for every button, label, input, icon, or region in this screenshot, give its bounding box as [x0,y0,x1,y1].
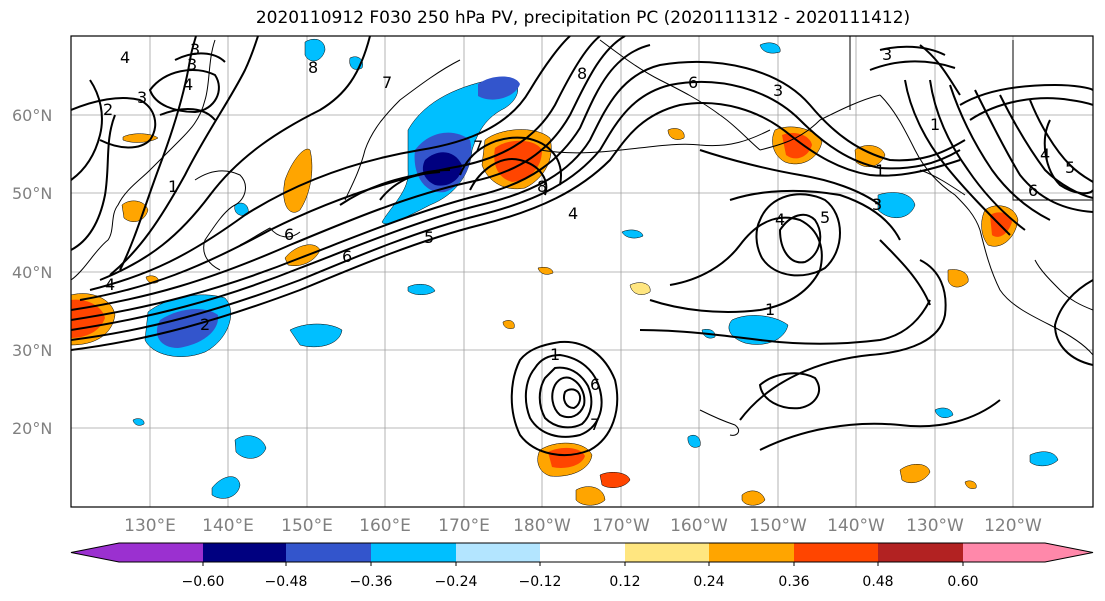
colorbar-tick-label: −0.60 [182,574,225,590]
colorbar-tick-label: 0.36 [778,574,809,590]
lon-label: 180°W [513,516,571,536]
colorbar-segment [540,543,625,562]
contour-label: 1 [168,177,178,196]
contour-label: 8 [537,177,547,196]
colorbar-tick-label: −0.24 [435,574,478,590]
colorbar-segment [625,543,709,562]
colorbar-segment [203,543,286,562]
contour-label: 1 [550,345,560,364]
contour-label: 5 [1065,158,1075,177]
lon-label: 160°E [359,516,411,536]
contour-label: 4 [775,210,785,229]
contour-label: 6 [342,247,352,266]
coastlines [71,36,1093,436]
contour-labels: 4 2 3 4 3 6 1 7 8 8 3 4 5 6 7 8 3 2 1 4 … [103,40,1075,434]
map-title: 2020110912 F030 250 hPa PV, precipitatio… [255,8,911,28]
contour-label: 4 [183,75,193,94]
lat-label: 60°N [12,106,52,125]
contour-label: 6 [688,73,698,92]
colorbar-segment [371,543,456,562]
colorbar-extend-high [963,543,1093,562]
lon-label: 170°W [592,516,650,536]
contour-label: 7 [473,137,483,156]
contour-label: 8 [577,64,587,83]
lat-label: 30°N [12,341,52,360]
contour-label: 3 [882,45,892,64]
longitude-labels: 130°E 140°E 150°E 160°E 170°E 180°W 170°… [124,516,1042,536]
colorbar-segment [794,543,878,562]
contour-label: 5 [424,228,434,247]
contour-label: 3 [872,195,882,214]
colorbar-tick-label: 0.12 [609,574,640,590]
contour-label: 4 [568,204,578,223]
lon-label: 150°E [281,516,333,536]
contour-label: 1 [930,115,940,134]
contour-label: 2 [200,315,210,334]
latitude-labels: 60°N 50°N 40°N 30°N 20°N [12,106,52,438]
lon-label: 150°W [749,516,807,536]
colorbar-segment [709,543,794,562]
colorbar-segment [878,543,963,562]
lat-label: 20°N [12,419,52,438]
lon-label: 170°E [438,516,490,536]
colorbar-outline [70,542,1094,563]
colorbar-tick-label: 0.24 [693,574,724,590]
contour-label: 6 [590,375,600,394]
pv-contours [71,36,1093,456]
contour-label: 2 [103,100,113,119]
colorbar-tick-label: −0.12 [519,574,562,590]
colorbar-tick-label: −0.36 [350,574,393,590]
lon-label: 130°W [906,516,964,536]
map-border [70,35,1094,508]
lat-label: 40°N [12,263,52,282]
contour-label: 4 [105,275,115,294]
colorbar-tick-label: −0.48 [265,574,308,590]
contour-label: 4 [1040,145,1050,164]
lon-label: 140°W [827,516,885,536]
lon-label: 120°W [984,516,1042,536]
colorbar-segment [456,543,540,562]
lon-label: 160°W [670,516,728,536]
contour-label: 3 [190,40,200,59]
colorbar-tick-label: 0.48 [862,574,893,590]
contour-label: 7 [590,415,600,434]
colorbar-tick-labels: −0.60 −0.48 −0.36 −0.24 −0.12 0.12 0.24 … [182,574,979,590]
lon-label: 130°E [124,516,176,536]
contour-label: 1 [765,300,775,319]
contour-label: 3 [773,81,783,100]
contour-label: 1 [875,161,885,180]
lat-label: 50°N [12,184,52,203]
contour-label: 7 [382,73,392,92]
lon-label: 140°E [202,516,254,536]
contour-label: 4 [120,48,130,67]
map-area [71,36,1093,507]
colorbar-extend-low [71,543,203,562]
contour-label: 6 [1028,181,1038,200]
colorbar [70,542,1094,566]
contour-label: 5 [820,208,830,227]
contour-label: 6 [284,225,294,244]
colorbar-tick-label: 0.60 [947,574,978,590]
colorbar-segment [286,543,371,562]
contour-label: 3 [137,88,147,107]
contour-label: 8 [308,58,318,77]
contour-label: 3 [187,55,197,74]
